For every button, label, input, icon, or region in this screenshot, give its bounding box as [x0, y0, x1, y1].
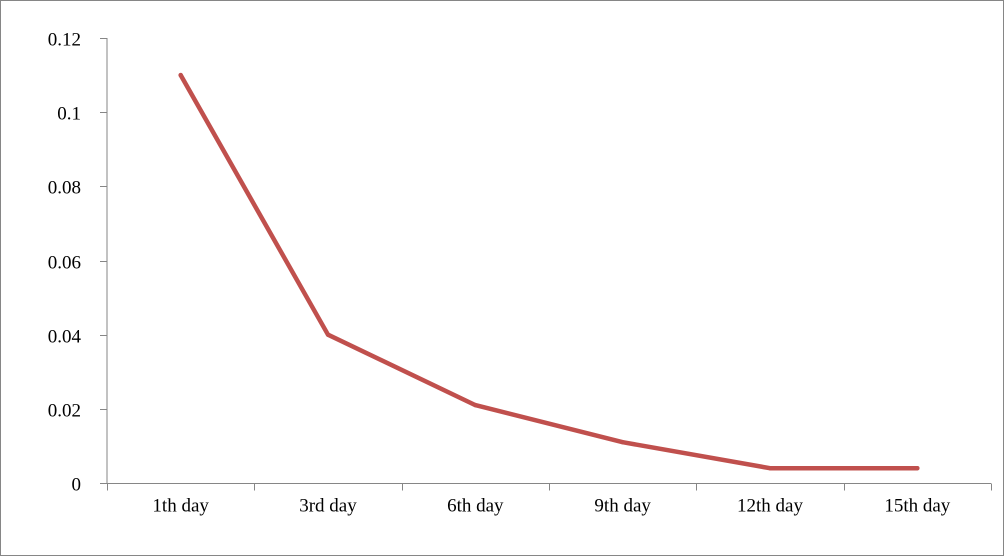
x-tick-label: 9th day: [594, 496, 651, 517]
series-layer: [178, 72, 920, 471]
data-point: [767, 465, 773, 471]
data-point: [915, 465, 920, 471]
y-tick-label: 0.1: [57, 104, 81, 125]
y-tick-label: 0.04: [48, 327, 82, 348]
x-tick-label: 12th day: [737, 496, 803, 517]
y-tick-label: 0: [72, 475, 82, 496]
y-tick-label: 0.08: [48, 178, 81, 199]
y-tick-label: 0.06: [48, 253, 81, 274]
y-tick-label: 0.02: [48, 401, 81, 422]
x-tick-label: 1th day: [152, 496, 209, 517]
y-axis: 0 0.02 0.04 0.06 0.08 0.1 0.12: [48, 30, 108, 496]
series-line-1: [178, 72, 920, 471]
data-point: [325, 332, 331, 337]
x-tick-label: 15th day: [884, 496, 950, 517]
x-tick-label: 6th day: [447, 496, 504, 517]
x-tick-label: 3rd day: [299, 496, 357, 517]
data-point: [473, 402, 478, 408]
x-axis: 1th day 3rd day 6th day 9th day 12th day 15th…: [107, 483, 992, 517]
data-point: [620, 440, 625, 445]
y-tick-label: 0.12: [48, 30, 81, 51]
data-point: [178, 72, 183, 78]
